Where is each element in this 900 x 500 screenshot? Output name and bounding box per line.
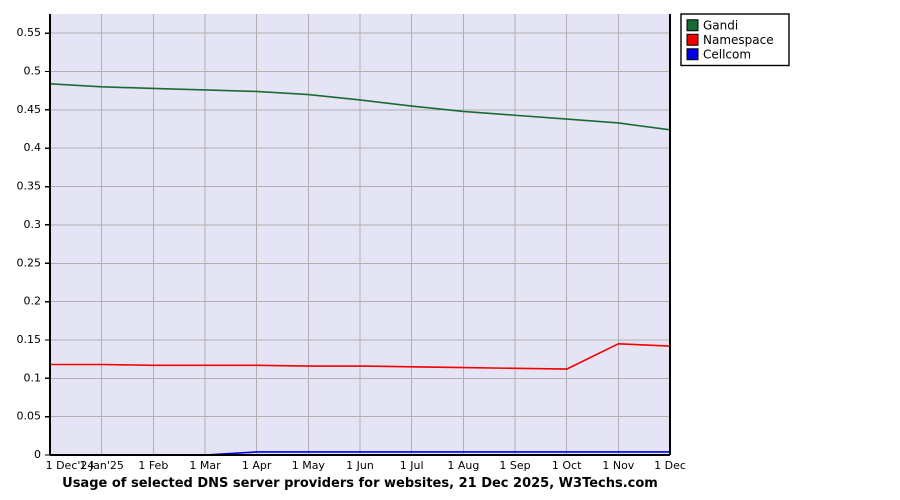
- y-tick-label: 0.55: [17, 26, 42, 39]
- y-tick-label: 0.35: [17, 180, 42, 193]
- x-tick-label: 1 Aug: [447, 459, 479, 472]
- x-tick-label: 1 Oct: [552, 459, 582, 472]
- legend-label-namespace: Namespace: [703, 33, 774, 47]
- y-tick-label: 0.3: [24, 218, 42, 231]
- x-axis-tick-labels: 1 Dec'241 Jan'25 1 Feb 1 Mar 1 Apr 1 May 1 Ju…: [46, 459, 686, 472]
- y-tick-label: 0.2: [24, 295, 42, 308]
- legend-box: [680, 13, 790, 67]
- legend-label-cellcom: Cellcom: [703, 47, 751, 61]
- y-tick-label: 0.05: [17, 410, 42, 423]
- x-tick-label: 1 Dec'24: [46, 459, 95, 472]
- x-tick-label: 1 Jul: [400, 459, 424, 472]
- x-tick-label: 1 Dec: [654, 459, 686, 472]
- y-tick-label: 0.25: [17, 256, 42, 269]
- x-tick-label: 1 Nov: [602, 459, 634, 472]
- x-tick-label: 1 Jan'25: [79, 459, 123, 472]
- series-line-namespace: [49, 342, 671, 370]
- x-tick-label: 1 Jun: [346, 459, 374, 472]
- y-tick-label: 0: [34, 448, 41, 461]
- x-tick-label: 1 Mar: [189, 459, 221, 472]
- x-tick-label: 1 Feb: [138, 459, 168, 472]
- chart-caption: Usage of selected DNS server providers f…: [62, 476, 658, 491]
- y-tick-label: 0.15: [17, 333, 42, 346]
- legend-swatch-gandi: [686, 19, 699, 32]
- x-tick-label: 1 May: [292, 459, 326, 472]
- y-tick-label: 0.4: [24, 141, 42, 154]
- y-tick-label: 0.45: [17, 103, 42, 116]
- legend-swatch-cellcom: [686, 48, 699, 61]
- y-tick-label: 0.5: [24, 65, 42, 78]
- legend-label-gandi: Gandi: [703, 18, 738, 32]
- y-axis-tick-labels: 0 0.05 0.1 0.15 0.2 0.25 0.3 0.35 0.4 0.45 0.5 0.55: [17, 26, 42, 461]
- legend-swatch-namespace: [686, 33, 699, 46]
- x-tick-label: 1 Apr: [242, 459, 272, 472]
- y-tick-label: 0.1: [24, 371, 42, 384]
- x-tick-label: 1 Sep: [499, 459, 530, 472]
- series-line-gandi: [49, 82, 671, 131]
